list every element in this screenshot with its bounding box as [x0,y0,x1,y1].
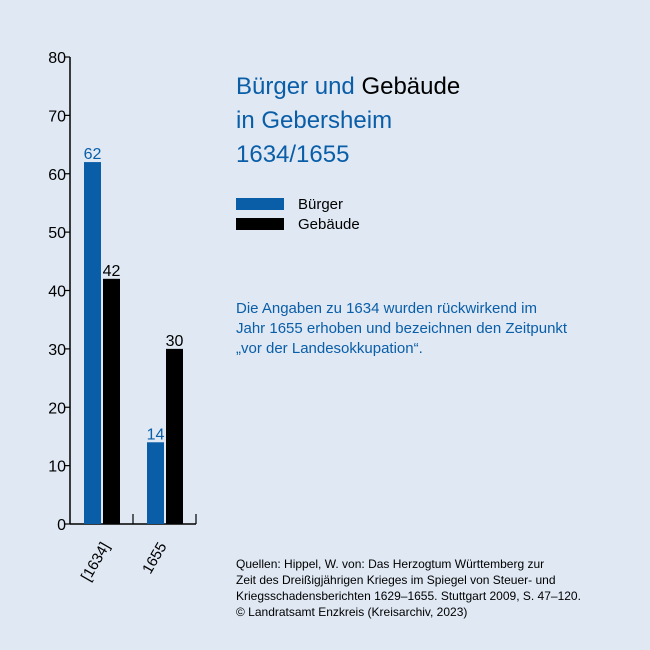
sources-text: Quellen: Hippel, W. von: Das Herzogtum W… [236,556,646,620]
legend: Bürger Gebäude [236,194,360,234]
legend-item-buerger: Bürger [236,194,360,214]
y-tick-label-60: 60 [48,167,66,184]
y-tick-label-0: 0 [57,517,66,534]
bar-buerger-0 [84,162,101,524]
note-line-1: Die Angaben zu 1634 wurden rückwirkend i… [236,300,538,317]
title-word-gebaeude: Gebäude [361,73,461,100]
bar-buerger-1 [147,442,164,524]
data-label-buerger-0: 62 [84,146,102,163]
sources-line-4: © Landratsamt Enzkreis (Kreisarchiv, 202… [236,605,468,619]
y-tick-label-80: 80 [48,50,66,67]
y-tick-label-30: 30 [48,342,66,359]
bar-gebaeude-1 [166,348,183,524]
x-category-label-1: 1655 [139,540,170,577]
x-category-label-0: [1634] [78,540,114,585]
y-tick-label-20: 20 [48,400,66,417]
y-tick-label-70: 70 [48,108,66,125]
data-label-gebaeude-1: 30 [166,333,184,350]
sources-line-1: Quellen: Hippel, W. von: Das Herzogtum W… [236,557,545,571]
bar-gebaeude-0 [103,278,120,524]
legend-label-buerger: Bürger [298,195,344,213]
data-label-gebaeude-0: 42 [103,263,121,280]
chart-title: Bürger und Gebäude in Gebersheim 1634/16… [236,70,460,172]
title-word-buerger: Bürger [236,73,309,100]
y-tick-label-40: 40 [48,284,66,301]
note-line-3: „vor der Landesokkupation“. [236,340,423,357]
legend-item-gebaeude: Gebäude [236,214,360,234]
sources-line-2: Zeit des Dreißigjährigen Krieges im Spie… [236,573,556,587]
note-text: Die Angaben zu 1634 wurden rückwirkend i… [236,299,636,359]
y-tick-label-50: 50 [48,225,66,242]
title-line-3: 1634/1655 [236,141,350,168]
x-axis: [1634] 1655 [70,514,197,585]
bars: 62 42 14 30 [84,146,184,524]
title-line-2: in Gebersheim [236,107,393,134]
data-label-buerger-1: 14 [147,426,165,443]
legend-swatch-gebaeude [236,218,284,230]
sources-line-3: Kriegsschadensberichten 1629–1655. Stutt… [236,589,581,603]
note-line-2: Jahr 1655 erhoben und bezeichnen den Zei… [236,320,568,337]
legend-swatch-buerger [236,198,284,210]
y-axis: 0 10 20 30 40 50 60 70 80 [48,50,71,534]
legend-label-gebaeude: Gebäude [298,215,360,233]
title-word-und: und [314,73,355,100]
y-tick-label-10: 10 [48,459,66,476]
